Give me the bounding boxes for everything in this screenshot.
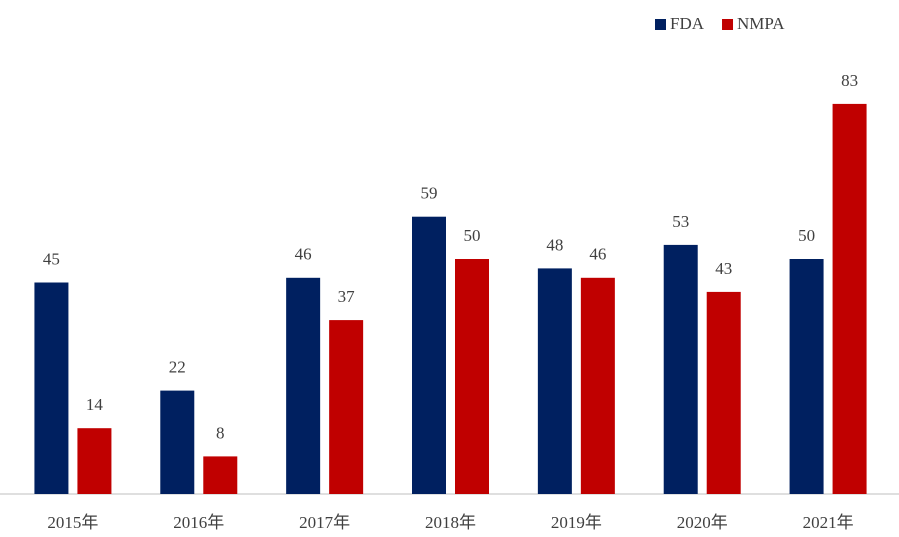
bar xyxy=(537,268,572,494)
bar xyxy=(329,320,364,494)
bar xyxy=(77,428,112,494)
bar xyxy=(455,259,489,494)
bar xyxy=(34,282,69,494)
bar xyxy=(412,216,446,494)
value-label: 8 xyxy=(216,423,225,442)
x-tick-label: 2015年 xyxy=(47,513,98,532)
x-tick-label: 2021年 xyxy=(803,513,854,532)
bar xyxy=(663,244,698,494)
value-label: 50 xyxy=(798,226,815,245)
value-label: 50 xyxy=(464,226,481,245)
value-label: 59 xyxy=(421,184,438,203)
value-label: 53 xyxy=(672,212,689,231)
bar xyxy=(832,103,867,495)
value-label: 43 xyxy=(715,259,732,278)
value-label: 48 xyxy=(546,235,563,254)
value-label: 37 xyxy=(338,287,356,306)
x-tick-label: 2018年 xyxy=(425,513,476,532)
value-label: 22 xyxy=(169,358,186,377)
x-tick-label: 2020年 xyxy=(677,513,728,532)
legend-swatch xyxy=(655,19,666,30)
x-tick-label: 2019年 xyxy=(551,513,602,532)
bar xyxy=(203,456,238,494)
value-label: 46 xyxy=(589,245,606,264)
bar xyxy=(789,259,824,494)
bar xyxy=(286,277,321,494)
legend-label: NMPA xyxy=(737,14,785,33)
value-label: 14 xyxy=(86,395,104,414)
value-label: 46 xyxy=(295,245,312,264)
value-label: 45 xyxy=(43,249,60,268)
legend-swatch xyxy=(722,19,734,30)
value-label: 83 xyxy=(841,71,858,90)
bar xyxy=(706,291,741,494)
x-tick-label: 2017年 xyxy=(299,513,350,532)
bar xyxy=(160,390,195,494)
bar xyxy=(580,277,615,494)
legend-label: FDA xyxy=(670,14,705,33)
x-tick-label: 2016年 xyxy=(173,513,224,532)
